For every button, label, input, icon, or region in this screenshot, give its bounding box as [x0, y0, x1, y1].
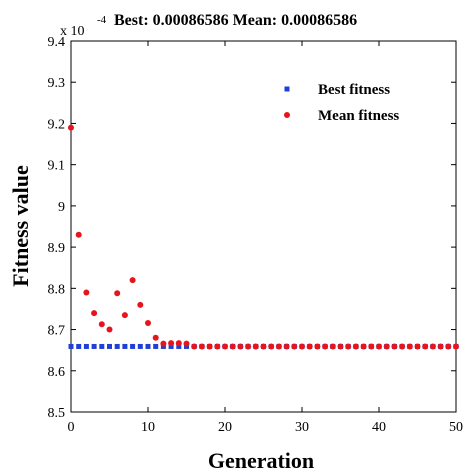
y-tick-label: 8.6 [48, 365, 66, 380]
mean-fitness-point [91, 310, 98, 317]
best-fitness-point [76, 343, 82, 349]
mean-fitness-point [376, 343, 382, 350]
mean-fitness-point [237, 343, 244, 350]
mean-fitness-point [329, 343, 336, 350]
legend-label: Best fitness [318, 82, 390, 98]
mean-fitness-point [252, 343, 259, 350]
mean-fitness-point [445, 343, 452, 350]
mean-fitness-point [168, 340, 175, 347]
mean-fitness-point [399, 343, 406, 350]
y-tick-label: 9 [58, 200, 65, 215]
legend-marker-mean [284, 112, 290, 118]
mean-fitness-point [83, 289, 90, 296]
mean-fitness-point [137, 301, 144, 308]
best-fitness-point [130, 343, 136, 349]
mean-fitness-point [183, 340, 190, 347]
mean-fitness-point [422, 343, 429, 350]
mean-fitness-point [152, 334, 159, 341]
x-axis-label: Generation [208, 448, 314, 473]
mean-fitness-point [314, 343, 321, 350]
y-tick-label: 8.5 [48, 406, 66, 421]
mean-fitness-point [406, 343, 413, 350]
best-fitness-point [91, 343, 97, 349]
mean-fitness-point [114, 290, 121, 297]
legend: Best fitness Mean fitness [284, 82, 399, 124]
plot-area: 0 10 20 30 40 50 8.5 8.6 8.7 8.8 8.9 9 9.1 9.2 9.3 9.4 [48, 35, 464, 435]
mean-fitness-point [391, 343, 398, 350]
best-fitness-point [153, 343, 159, 349]
best-fitness-point [107, 343, 112, 349]
mean-fitness-point [268, 343, 275, 350]
y-tick-label: 8.7 [48, 324, 66, 339]
mean-fitness-point [145, 319, 151, 326]
mean-fitness-point [283, 343, 290, 350]
best-fitness-point [168, 343, 174, 349]
best-fitness-point [114, 343, 120, 349]
best-fitness-point [122, 343, 128, 349]
x-tick-label: 30 [295, 420, 309, 435]
plot-frame [70, 40, 457, 413]
mean-fitness-point [352, 343, 359, 350]
best-fitness-point [99, 343, 105, 349]
mean-fitness-point [129, 277, 136, 284]
x-tick-label: 40 [372, 420, 386, 435]
x-tick-label: 50 [449, 420, 463, 435]
mean-fitness-point [245, 343, 252, 350]
chart-title: Best: 0.00086586 Mean: 0.00086586 [114, 12, 357, 29]
y-tick-label: 9.2 [48, 117, 66, 132]
exponent-base: x 10 [60, 24, 85, 39]
mean-fitness-point [345, 343, 352, 350]
x-tick-label: 10 [141, 420, 155, 435]
x-tick-label: 20 [218, 420, 232, 435]
x-tick-label: 0 [68, 420, 75, 435]
y-tick-label: 8.8 [48, 282, 66, 297]
y-tick-label: 9.4 [48, 35, 66, 50]
mean-fitness-point [206, 343, 213, 350]
mean-fitness-point [75, 231, 82, 238]
mean-fitness-point [291, 343, 298, 350]
best-fitness-point [176, 343, 182, 349]
best-fitness-point [68, 343, 74, 349]
exponent-power: -4 [97, 14, 107, 26]
y-tick-label: 9.1 [48, 159, 66, 174]
mean-fitness-point [121, 312, 128, 319]
y-tick-label: 8.9 [48, 241, 66, 256]
mean-fitness-point [260, 343, 267, 350]
mean-fitness-point [383, 343, 390, 350]
mean-fitness-point [453, 343, 459, 350]
mean-fitness-point [414, 343, 421, 350]
mean-fitness-point [106, 326, 113, 333]
mean-fitness-point [360, 343, 367, 350]
mean-fitness-point [437, 343, 444, 350]
mean-fitness-point [222, 343, 228, 350]
mean-fitness-point [68, 124, 74, 131]
mean-fitness-point [306, 343, 313, 350]
mean-fitness-point [160, 340, 167, 347]
mean-fitness-point [322, 343, 329, 350]
mean-fitness-point [275, 343, 282, 350]
mean-fitness-point [98, 321, 105, 328]
mean-fitness-point [214, 343, 221, 350]
mean-fitness-point [368, 343, 375, 350]
mean-fitness-point [191, 343, 198, 350]
best-fitness-point [137, 343, 143, 349]
best-fitness-point [145, 343, 151, 349]
mean-fitness-point [429, 343, 436, 350]
y-tick-label: 9.3 [48, 76, 66, 91]
mean-fitness-point [229, 343, 236, 350]
best-fitness-point [83, 343, 89, 349]
legend-marker-best [284, 86, 290, 92]
legend-label: Mean fitness [318, 108, 399, 124]
mean-fitness-point [175, 340, 182, 347]
mean-fitness-point [198, 343, 205, 350]
y-axis-label: Fitness value [8, 165, 33, 287]
mean-fitness-point [299, 343, 305, 350]
mean-fitness-point [337, 343, 344, 350]
